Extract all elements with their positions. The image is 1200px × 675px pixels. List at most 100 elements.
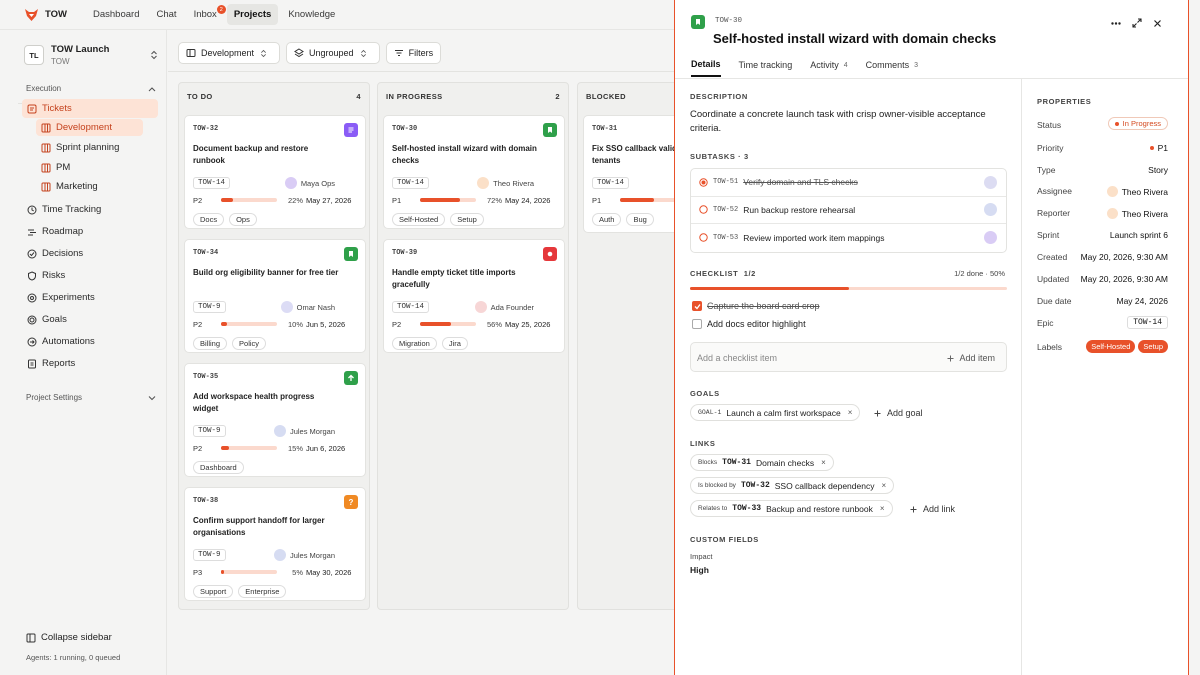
close-icon[interactable]: [1147, 16, 1168, 30]
tab-details[interactable]: Details: [691, 59, 721, 77]
section-execution[interactable]: Execution: [26, 84, 156, 93]
epic-chip[interactable]: TOW-14: [392, 177, 430, 189]
status-field[interactable]: In Progress: [1107, 117, 1168, 130]
nav-tab-inbox[interactable]: Inbox 2: [187, 4, 226, 25]
epic-field[interactable]: TOW-14: [1127, 316, 1168, 329]
section-project-settings[interactable]: Project Settings: [26, 393, 156, 402]
label-chip[interactable]: Jira: [441, 337, 468, 350]
label-chip[interactable]: Ops: [229, 213, 257, 226]
label-chip[interactable]: Dashboard: [193, 461, 244, 474]
assignee[interactable]: Jules Morgan: [273, 425, 335, 437]
sidebar-item-marketing[interactable]: Marketing: [36, 178, 143, 195]
label-chip[interactable]: Billing: [193, 337, 228, 350]
assignee-field[interactable]: Theo Rivera: [1106, 186, 1168, 197]
label-chip[interactable]: Policy: [232, 337, 267, 350]
remove-icon[interactable]: ×: [821, 458, 826, 467]
goal-chip[interactable]: GOAL-1 Launch a calm first workspace ×: [690, 404, 861, 421]
remove-icon[interactable]: ×: [847, 408, 853, 417]
label-chip[interactable]: Auth: [592, 213, 622, 226]
add-link-button[interactable]: Add link: [910, 504, 955, 514]
more-icon[interactable]: [1105, 16, 1126, 30]
app-logo[interactable]: TOW: [24, 8, 86, 22]
ticket-card[interactable]: TOW-30 Self-hosted install wizard with d…: [383, 115, 565, 229]
assignee[interactable]: Maya Ops: [284, 177, 335, 189]
tab-time-tracking[interactable]: Time tracking: [739, 59, 793, 77]
checklist-item[interactable]: Capture the board card crop: [692, 301, 820, 311]
epic-chip[interactable]: TOW-9: [193, 425, 226, 437]
sidebar-item-experiments[interactable]: Experiments: [22, 288, 158, 307]
epic-chip[interactable]: TOW-14: [193, 177, 231, 189]
nav-tab-projects[interactable]: Projects: [226, 4, 279, 25]
nav-tab-dashboard[interactable]: Dashboard: [93, 9, 140, 20]
sprint-field[interactable]: Launch sprint 6: [1109, 230, 1168, 240]
ticket-card[interactable]: TOW-32 Document backup and restore runbo…: [184, 115, 366, 229]
remove-icon[interactable]: ×: [879, 504, 885, 513]
sidebar-item-roadmap[interactable]: Roadmap: [22, 222, 158, 241]
expand-icon[interactable]: [1126, 16, 1147, 30]
custom-field-value[interactable]: High: [690, 565, 709, 575]
epic-chip[interactable]: TOW-9: [193, 301, 226, 313]
label-tag[interactable]: Self-Hosted: [1086, 340, 1136, 353]
labels-field[interactable]: Self-Hosted Setup: [1083, 340, 1168, 353]
reporter-field[interactable]: Theo Rivera: [1106, 208, 1168, 219]
checklist-item[interactable]: Add docs editor highlight: [692, 319, 806, 329]
assignee[interactable]: Omar Nash: [280, 301, 335, 313]
nav-tab-knowledge[interactable]: Knowledge: [288, 9, 336, 20]
priority-field[interactable]: P1: [1149, 143, 1168, 153]
add-goal-button[interactable]: Add goal: [874, 408, 923, 418]
assignee[interactable]: Ada Founder: [474, 301, 534, 313]
remove-icon[interactable]: ×: [881, 481, 887, 490]
link-chip[interactable]: Blocks TOW-31 Domain checks ×: [690, 454, 834, 471]
label-chip[interactable]: Self-Hosted: [392, 213, 446, 226]
project-switcher[interactable]: TL TOW Launch TOW: [24, 44, 158, 66]
assignee[interactable]: Jules Morgan: [273, 549, 335, 561]
add-item-button[interactable]: Add item: [947, 353, 995, 363]
epic-chip[interactable]: TOW-9: [193, 549, 226, 561]
tab-activity[interactable]: Activity 4: [810, 59, 847, 77]
assignee[interactable]: Theo Rivera: [477, 177, 534, 189]
checklist-input[interactable]: Add a checklist item: [697, 353, 778, 363]
ticket-card[interactable]: TOW-38 ? Confirm support handoff for lar…: [184, 487, 366, 601]
sidebar-item-goals[interactable]: Goals: [22, 310, 158, 329]
type-field[interactable]: Story: [1148, 165, 1168, 175]
epic-chip[interactable]: TOW-14: [1127, 316, 1168, 329]
due-date-field[interactable]: May 24, 2026: [1116, 296, 1168, 306]
checkbox-icon[interactable]: [692, 319, 702, 329]
filters-button[interactable]: Filters: [385, 42, 442, 64]
ticket-card[interactable]: TOW-31 Fix SSO callback validat tenants …: [583, 115, 675, 233]
ticket-card[interactable]: TOW-34 Build org eligibility banner for …: [184, 239, 366, 353]
label-chip[interactable]: Bug: [626, 213, 654, 226]
nav-tab-chat[interactable]: Chat: [156, 9, 177, 20]
epic-chip[interactable]: TOW-14: [392, 301, 430, 313]
link-chip[interactable]: Relates to TOW-33 Backup and restore run…: [690, 500, 893, 517]
sidebar-item-decisions[interactable]: Decisions: [22, 244, 158, 263]
sidebar-item-time-tracking[interactable]: Time Tracking: [22, 200, 158, 219]
label-chip[interactable]: Enterprise: [238, 585, 287, 598]
tab-comments[interactable]: Comments 3: [866, 59, 918, 77]
label-chip[interactable]: Support: [193, 585, 234, 598]
link-chip[interactable]: Is blocked by TOW-32 SSO callback depend…: [690, 477, 895, 494]
label-chip[interactable]: Docs: [193, 213, 225, 226]
collapse-sidebar-button[interactable]: Collapse sidebar: [26, 632, 112, 643]
ticket-card[interactable]: TOW-39 Handle empty ticket title imports…: [383, 239, 565, 353]
epic-chip[interactable]: TOW-14: [592, 177, 630, 189]
sidebar-item-pm[interactable]: PM: [36, 159, 143, 176]
group-selector[interactable]: Ungrouped: [286, 42, 380, 64]
ticket-card[interactable]: TOW-35 Add workspace health progress wid…: [184, 363, 366, 477]
subtask-row[interactable]: TOW-53 Review imported work item mapping…: [691, 224, 1006, 252]
label-tag[interactable]: Setup: [1138, 340, 1168, 353]
label-chip[interactable]: Migration: [392, 337, 437, 350]
sidebar-item-tickets[interactable]: Tickets: [22, 99, 158, 118]
description-text[interactable]: Coordinate a concrete launch task with c…: [690, 109, 986, 134]
sidebar-item-sprint-planning[interactable]: Sprint planning: [36, 139, 143, 156]
sidebar-item-development[interactable]: Development: [36, 119, 143, 136]
sidebar-item-risks[interactable]: Risks: [22, 266, 158, 285]
sidebar-item-reports[interactable]: Reports: [22, 354, 158, 373]
label-chip[interactable]: Setup: [450, 213, 484, 226]
checkbox-checked-icon[interactable]: [692, 301, 702, 311]
subtask-row[interactable]: TOW-51 Verify domain and TLS checks: [691, 169, 1006, 197]
sidebar-item-automations[interactable]: Automations: [22, 332, 158, 351]
subtask-row[interactable]: TOW-52 Run backup restore rehearsal: [691, 197, 1006, 224]
status-pill[interactable]: In Progress: [1107, 117, 1168, 130]
view-selector[interactable]: Development: [178, 42, 281, 64]
